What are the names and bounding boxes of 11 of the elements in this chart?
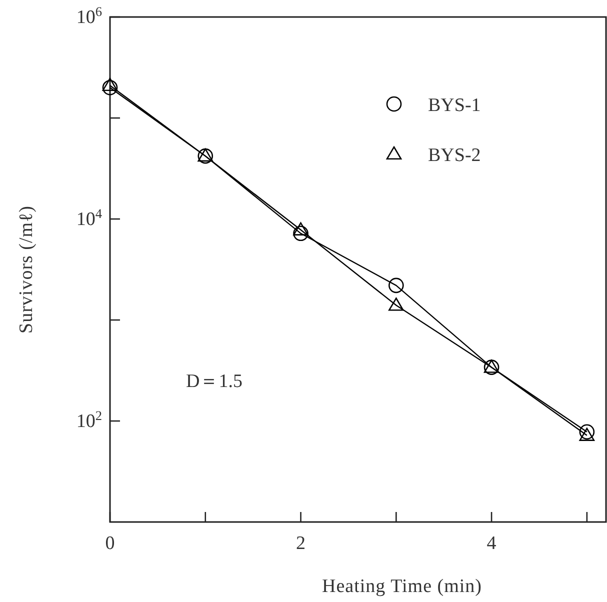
legend-label: BYS-1 xyxy=(428,95,481,116)
y-tick-label: 10$^{2}$ xyxy=(76,408,102,432)
x-tick-label: 2 xyxy=(296,533,306,554)
y-tick-label: 10$^{6}$ xyxy=(76,4,102,28)
y-tick-label: 10$^{4}$ xyxy=(76,206,102,230)
y-axis-title: Survivors (/mℓ) xyxy=(16,206,37,334)
annotation: D＝1.5 xyxy=(186,371,242,392)
legend-label: BYS-2 xyxy=(428,145,481,166)
x-axis-title: Heating Time (min) xyxy=(322,576,482,597)
x-tick-label: 4 xyxy=(486,533,497,554)
x-tick-label: 0 xyxy=(105,533,115,554)
